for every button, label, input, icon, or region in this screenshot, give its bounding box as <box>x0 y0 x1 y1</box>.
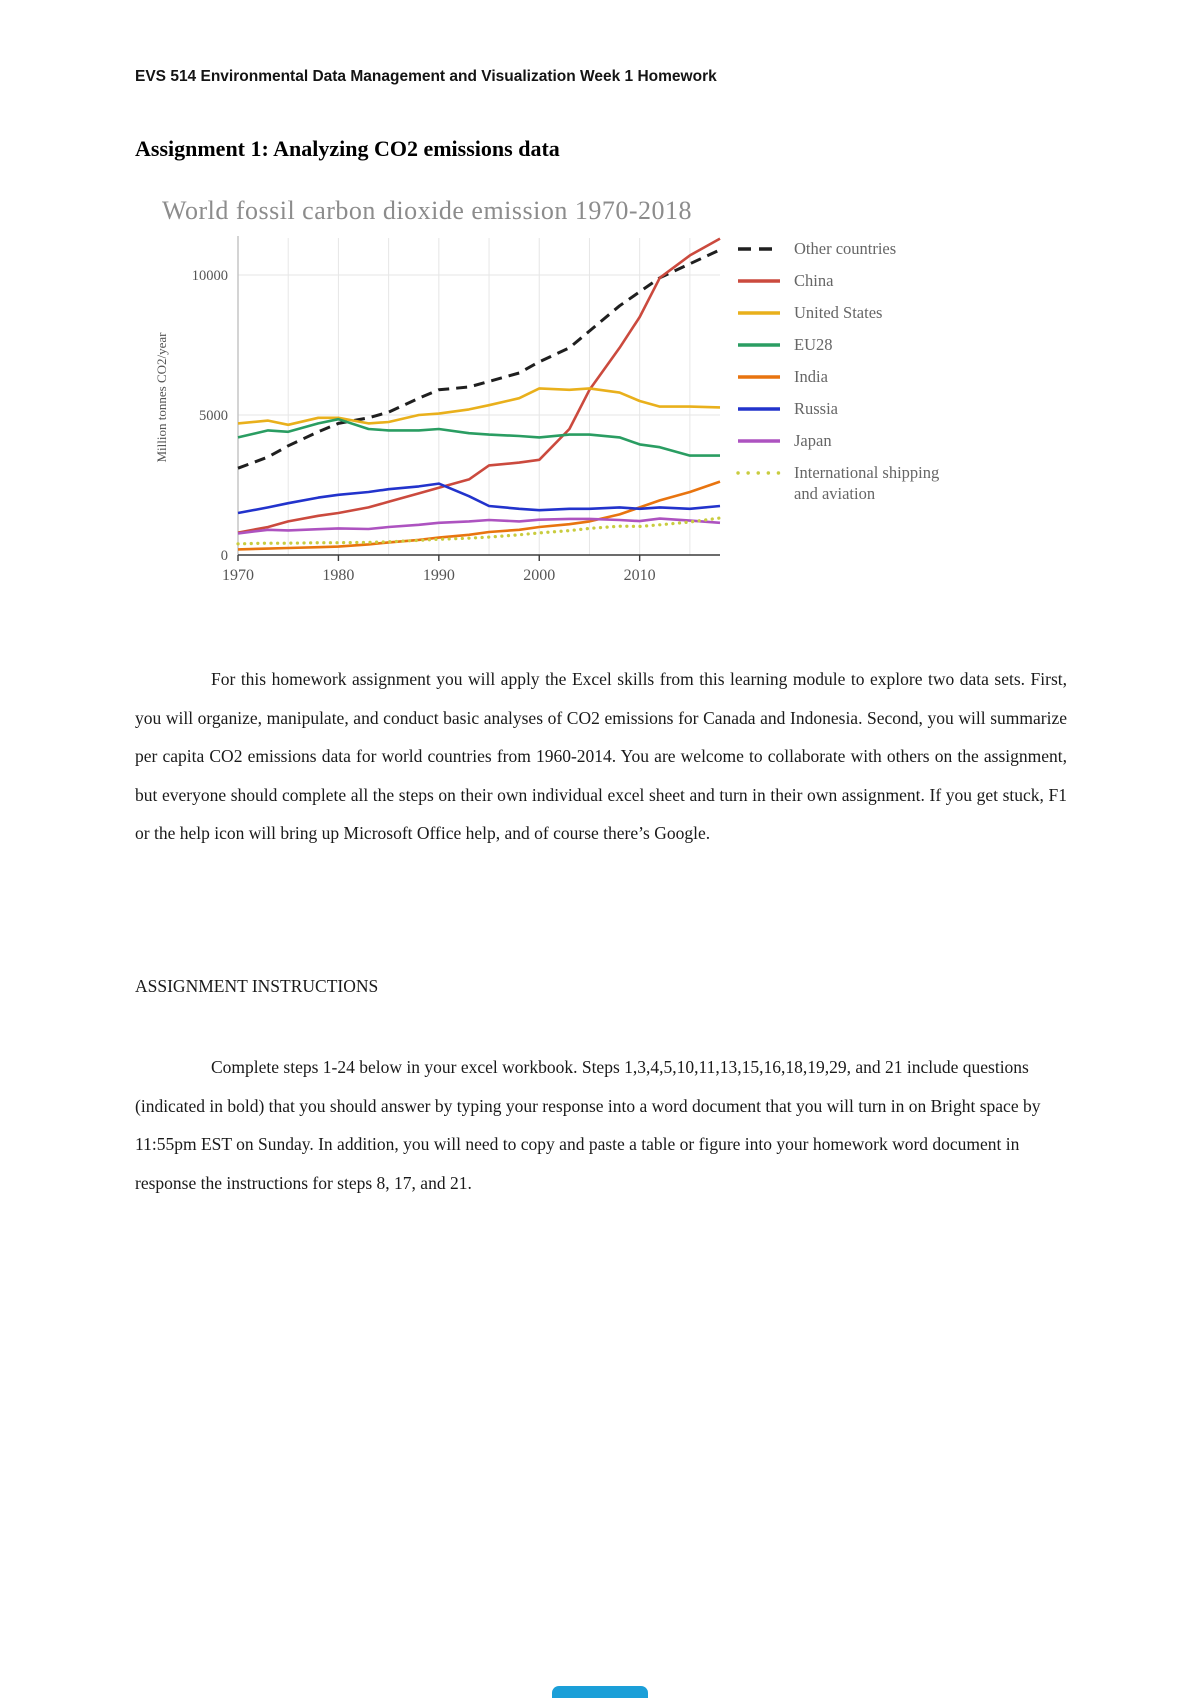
legend-swatch-line <box>738 343 780 347</box>
legend-item: International shipping and aviation <box>736 462 946 504</box>
legend-swatch-line <box>738 311 780 315</box>
legend-item: EU28 <box>736 334 946 355</box>
legend-item: Russia <box>736 398 946 419</box>
legend-label: International shipping and aviation <box>794 463 940 503</box>
bottom-overlay-button[interactable] <box>552 1686 648 1698</box>
chart-title: World fossil carbon dioxide emission 197… <box>162 196 693 225</box>
svg-text:1970: 1970 <box>222 567 254 584</box>
legend-swatch-line <box>736 471 782 475</box>
svg-text:10000: 10000 <box>192 268 228 284</box>
svg-text:2010: 2010 <box>624 567 656 584</box>
emissions-chart-figure: World fossil carbon dioxide emission 197… <box>150 196 960 590</box>
legend-label: Other countries <box>794 239 897 258</box>
svg-text:Million tonnes CO2/year: Million tonnes CO2/year <box>154 332 169 463</box>
legend-label: Japan <box>794 431 832 450</box>
legend-swatch-line <box>738 407 780 411</box>
legend-item: China <box>736 270 946 291</box>
legend-item: India <box>736 366 946 387</box>
document-header: EVS 514 Environmental Data Management an… <box>135 68 717 85</box>
svg-text:5000: 5000 <box>199 408 228 424</box>
legend-label: United States <box>794 303 883 322</box>
section-heading-instructions: ASSIGNMENT INSTRUCTIONS <box>135 976 379 996</box>
legend-item: Other countries <box>736 238 946 259</box>
svg-text:1990: 1990 <box>423 567 455 584</box>
legend-label: EU28 <box>794 335 833 354</box>
chart-legend: Other countries China United States EU28 Ind… <box>736 238 946 515</box>
intro-paragraph: For this homework assignment you will ap… <box>135 669 1067 843</box>
assignment-title: Assignment 1: Analyzing CO2 emissions da… <box>135 136 560 161</box>
chart-plot: 1970 1980 1990 2000 2010 0 5000 10000 Million to… <box>154 236 722 584</box>
instructions-paragraph: Complete steps 1-24 below in your excel … <box>135 1057 1041 1193</box>
legend-swatch-line <box>738 439 780 443</box>
legend-label: China <box>794 271 834 290</box>
legend-swatch-line <box>738 247 780 251</box>
legend-label: Russia <box>794 399 839 418</box>
svg-text:0: 0 <box>221 548 228 564</box>
svg-text:1980: 1980 <box>322 567 354 584</box>
svg-text:2000: 2000 <box>523 567 555 584</box>
legend-swatch-line <box>738 375 780 379</box>
legend-label: India <box>794 367 828 386</box>
legend-item: United States <box>736 302 946 323</box>
legend-item: Japan <box>736 430 946 451</box>
chart-row: 1970 1980 1990 2000 2010 0 5000 10000 Million to… <box>150 230 960 590</box>
legend-swatch-line <box>738 279 780 283</box>
